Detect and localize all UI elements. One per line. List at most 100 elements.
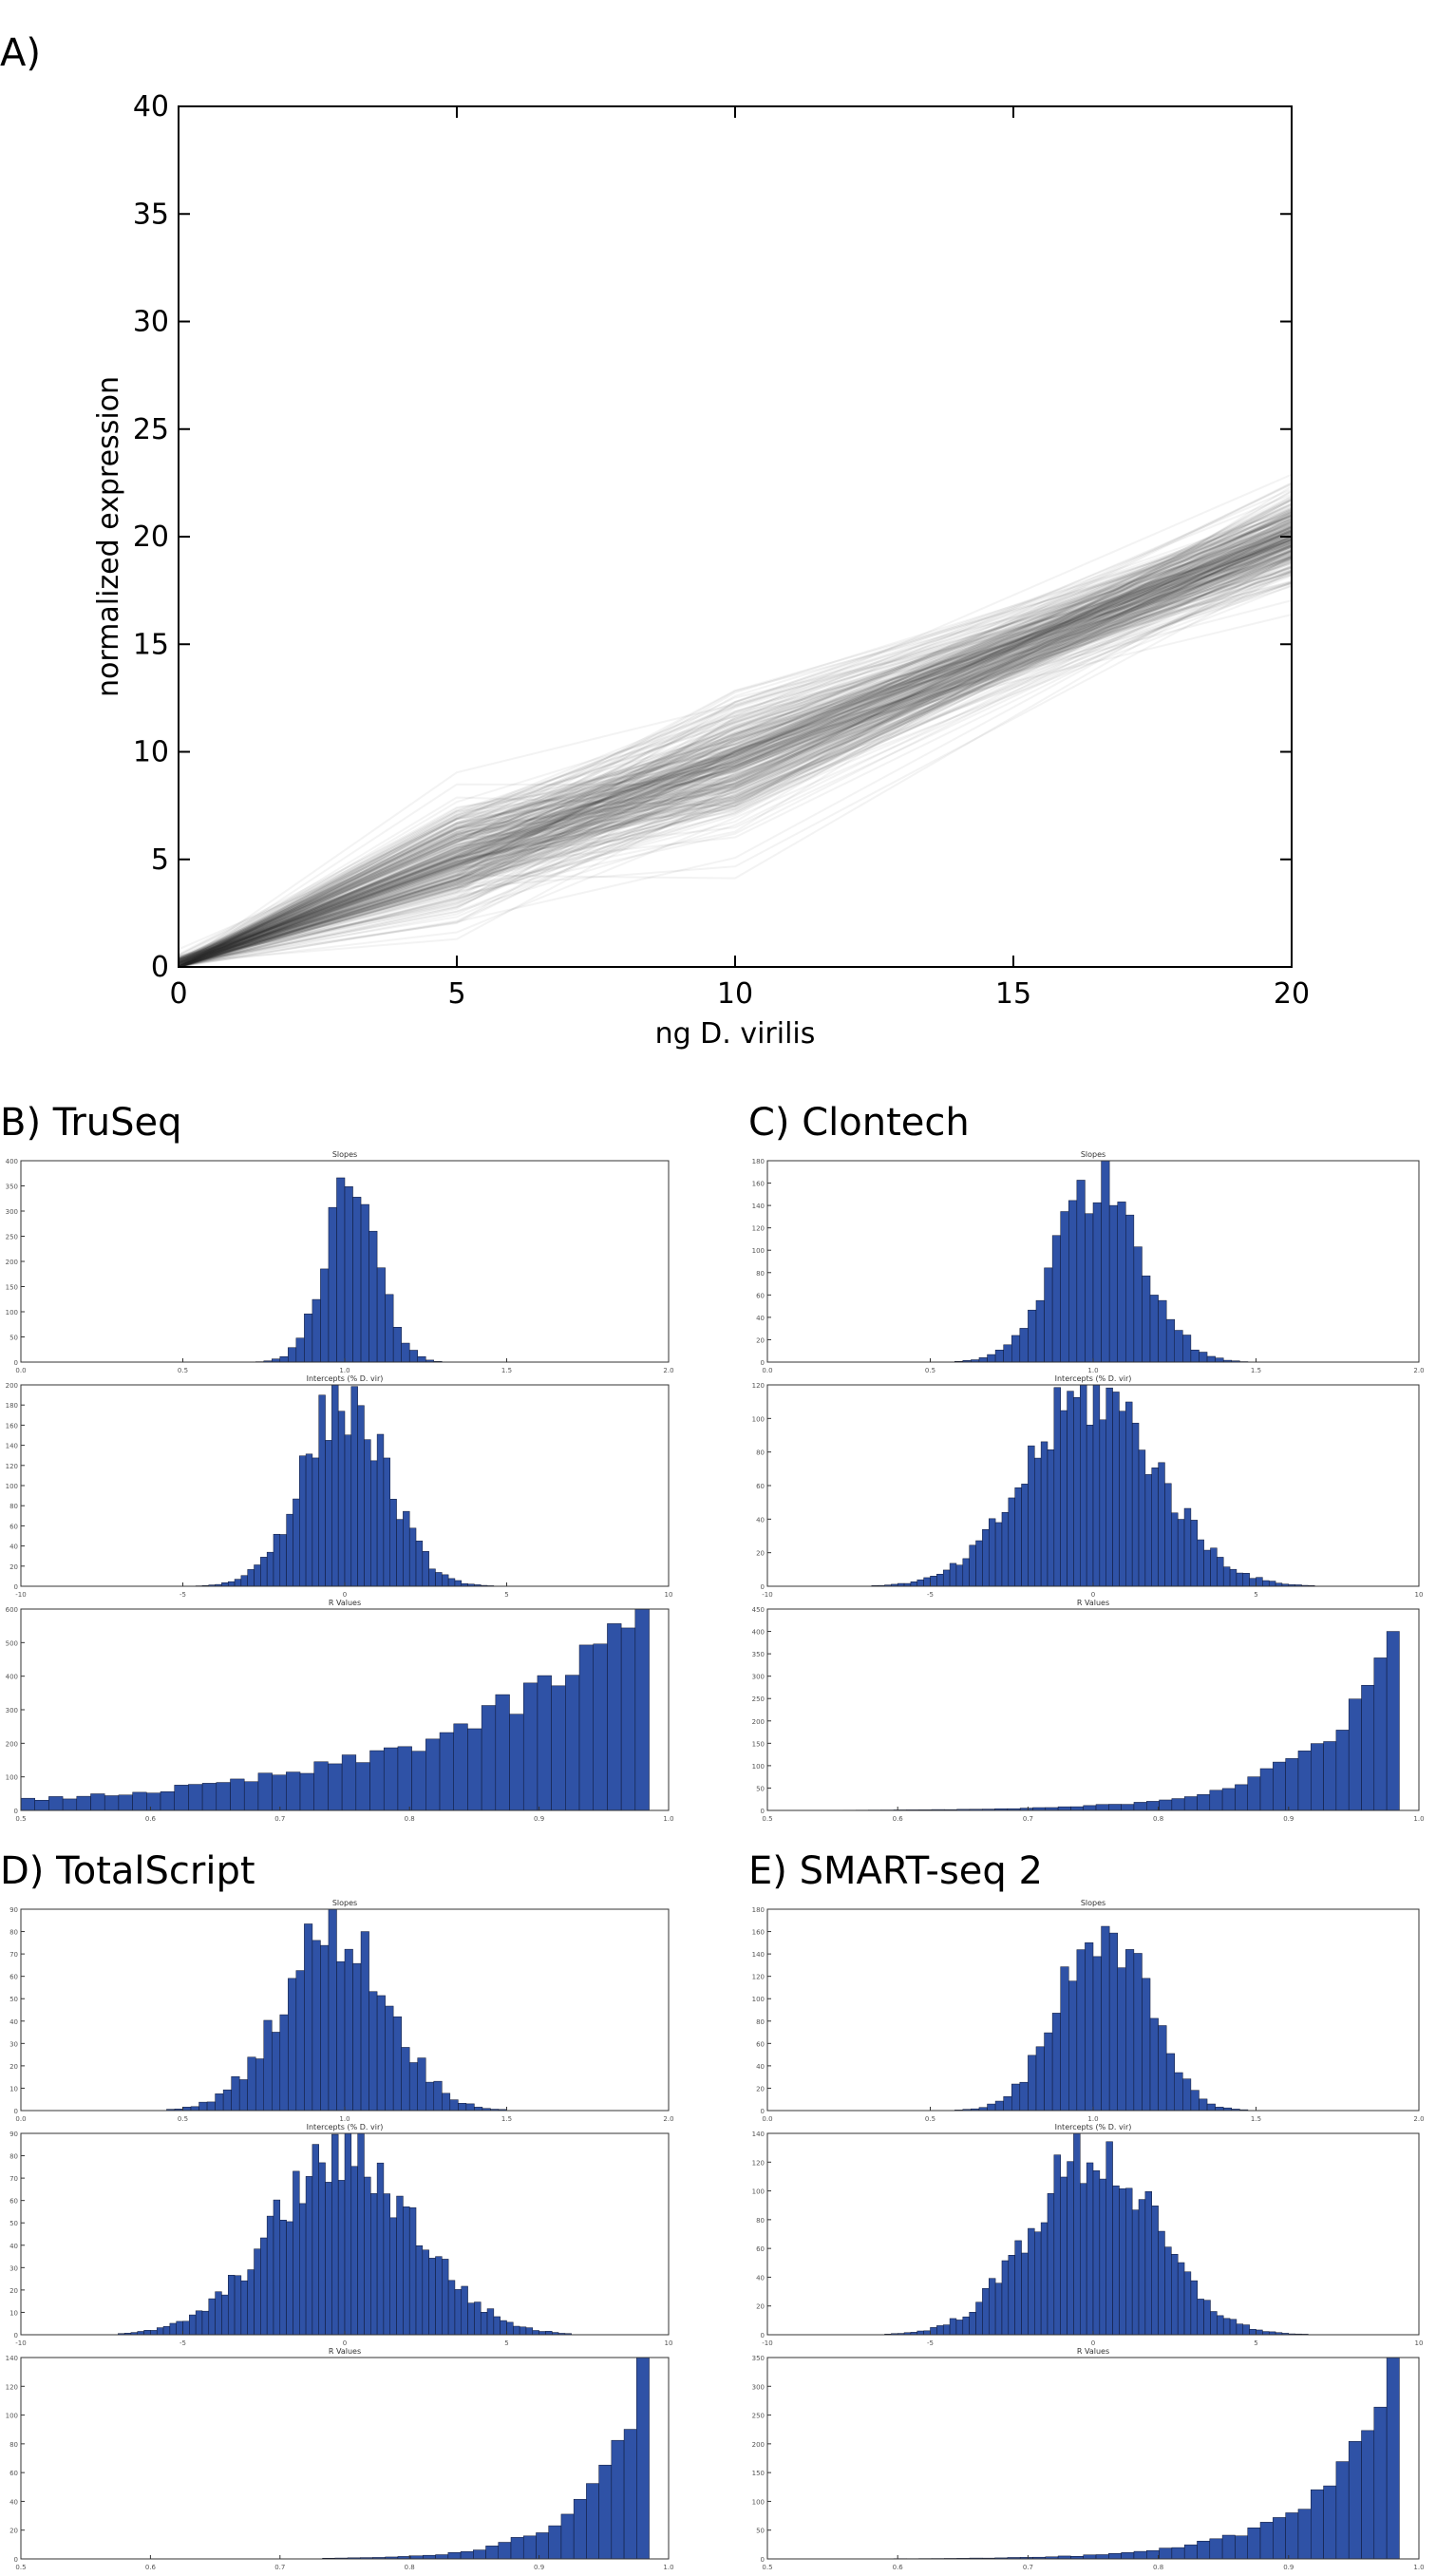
histogram-bar — [1171, 1798, 1185, 1811]
expression-line — [178, 549, 1293, 961]
histogram-bar — [949, 1563, 957, 1587]
expression-line — [178, 546, 1293, 967]
y-tick-label: 80 — [9, 2153, 18, 2161]
y-tick-label: 35 — [133, 198, 169, 231]
histogram-bar — [328, 1908, 337, 2112]
x-tick-label: 2.0 — [663, 2115, 673, 2123]
histogram-bar — [1060, 1211, 1069, 1363]
y-tick-label: 100 — [752, 1996, 765, 2003]
expression-line — [178, 525, 1293, 968]
histogram-bar — [1247, 2528, 1261, 2560]
expression-line — [178, 521, 1293, 968]
histogram-bar — [1158, 2025, 1167, 2112]
expression-line — [178, 525, 1293, 968]
x-tick-label: 1.0 — [1087, 2115, 1098, 2123]
histogram-bar — [293, 2170, 300, 2336]
histogram-bar — [273, 2199, 281, 2336]
histogram-bar — [174, 1785, 189, 1811]
histogram-bar — [247, 2056, 256, 2112]
histogram-bar — [1210, 2311, 1218, 2336]
histogram-bar — [1373, 1657, 1388, 1811]
histogram-bar — [417, 1355, 426, 1363]
y-tick-label: 140 — [6, 1443, 18, 1450]
histogram-bar — [1236, 1572, 1244, 1587]
expression-line — [178, 529, 1293, 968]
histogram-bar — [1008, 2255, 1015, 2336]
expression-line — [178, 581, 1293, 961]
expression-line — [178, 556, 1293, 968]
y-tick-label: 100 — [6, 1483, 18, 1490]
expression-line-chart: 0 5 10 15 20 0 5 10 15 20 25 30 35 40 ng D. virilis n… — [92, 90, 1310, 1051]
expression-line — [178, 539, 1293, 968]
y-tick-label: 20 — [756, 2085, 765, 2093]
histogram-bar — [994, 1350, 1004, 1363]
y-tick-label: 80 — [756, 1270, 765, 1278]
expression-line — [178, 520, 1293, 968]
expression-line — [178, 499, 1293, 968]
histogram-bar — [243, 1781, 259, 1811]
expression-line — [178, 514, 1293, 968]
expression-line — [178, 524, 1293, 968]
y-tick-label: 200 — [752, 2441, 765, 2449]
histogram-bar — [1067, 2161, 1074, 2336]
histogram-bar — [1159, 1799, 1173, 1811]
histogram-bar — [1099, 2178, 1106, 2336]
x-tick-label: -10 — [762, 2339, 772, 2347]
histogram-bar — [537, 1675, 552, 1811]
expression-line — [178, 581, 1293, 968]
expression-line — [178, 520, 1293, 968]
expression-line — [178, 526, 1293, 968]
histogram-bar — [227, 1581, 236, 1587]
expression-line — [178, 531, 1293, 965]
expression-line — [178, 543, 1293, 964]
expression-line — [178, 521, 1293, 968]
y-tick-label: 70 — [9, 1951, 18, 1959]
expression-line — [178, 522, 1293, 962]
histogram-bar — [480, 2312, 488, 2336]
expression-line — [178, 537, 1293, 968]
expression-line — [178, 550, 1293, 964]
y-tick-label: 300 — [752, 2383, 765, 2391]
expression-line — [178, 536, 1293, 966]
expression-line — [178, 543, 1293, 968]
expression-line — [178, 533, 1293, 960]
histogram-bar — [1001, 1511, 1010, 1587]
expression-line — [178, 599, 1293, 963]
expression-line — [178, 540, 1293, 968]
expression-line — [178, 553, 1293, 964]
expression-line — [178, 528, 1293, 964]
expression-line — [178, 540, 1293, 968]
expression-line — [178, 558, 1293, 965]
expression-line — [178, 508, 1293, 968]
histogram-bar — [447, 2280, 456, 2336]
histogram-bar — [1003, 1344, 1012, 1363]
histogram-bar — [1256, 2329, 1263, 2336]
expression-line — [178, 498, 1293, 968]
expression-line — [178, 529, 1293, 968]
histogram-bar — [536, 2532, 549, 2560]
histogram-bar — [1262, 1580, 1270, 1587]
histogram-bar — [1014, 1487, 1022, 1587]
expression-line — [178, 540, 1293, 965]
expression-line — [178, 569, 1293, 968]
histogram-bar — [312, 1457, 319, 1587]
expression-line — [178, 535, 1293, 968]
histogram-bar — [1199, 2098, 1208, 2112]
histogram-bar — [266, 1551, 274, 1587]
histogram-bar — [486, 2308, 495, 2336]
histogram-bar — [273, 1533, 281, 1587]
y-tick-label: 60 — [9, 1974, 18, 1981]
x-tick-label: -10 — [762, 1591, 772, 1599]
histogram-bar — [607, 1623, 622, 1811]
histogram-bar — [254, 2248, 261, 2336]
x-tick-label: 1.0 — [339, 1367, 350, 1374]
histogram-bar — [415, 2245, 424, 2336]
expression-line — [178, 503, 1293, 960]
expression-line — [178, 521, 1293, 966]
histogram-bar — [593, 1643, 608, 1811]
expression-line — [178, 521, 1293, 963]
y-tick-label: 25 — [133, 413, 169, 446]
histogram-e-r: R Values 0.5 0.6 0.7 0.8 0.9 1.0 0 50 100 150 200 25… — [752, 2347, 1425, 2571]
histogram-bar — [461, 2285, 468, 2336]
histogram-bar — [955, 1564, 964, 1587]
